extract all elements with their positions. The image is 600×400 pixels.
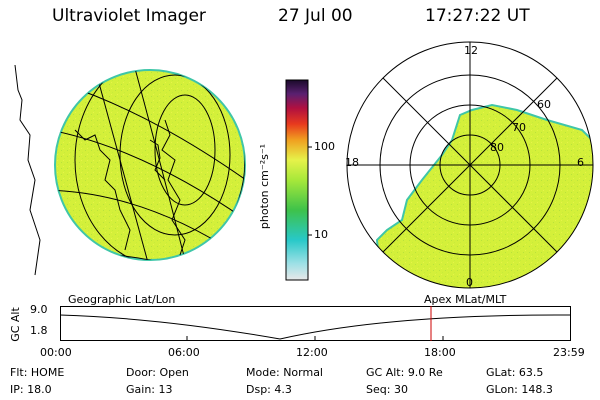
- intensity-colorbar: [285, 79, 312, 281]
- status-door: Door: Open: [126, 366, 189, 379]
- status-gain: Gain: 13: [126, 383, 173, 396]
- mlt-label-12: 12: [464, 44, 478, 57]
- status-glon-value: 148.3: [521, 383, 553, 396]
- colorbar-unit-label: photon cm⁻²s⁻¹: [258, 143, 272, 230]
- status-door-value: Open: [159, 366, 189, 379]
- timeline-ylabel: GC Alt: [8, 307, 22, 342]
- timeline-xtick-3: 18:00: [424, 346, 456, 359]
- observation-time: 17:27:22 UT: [425, 6, 530, 26]
- status-mode: Mode: Normal: [246, 366, 323, 379]
- status-dsp-label: Dsp:: [246, 383, 271, 396]
- status-seq: Seq: 30: [366, 383, 408, 396]
- mlt-label-6: 6: [577, 156, 584, 169]
- mlt-label-0: 0: [466, 276, 473, 289]
- status-flt-label: Flt:: [10, 366, 28, 379]
- timeline-xtick-4: 23:59: [553, 346, 585, 359]
- status-seq-label: Seq:: [366, 383, 391, 396]
- status-glat-label: GLat:: [486, 366, 516, 379]
- geographic-map-image: [14, 64, 246, 276]
- timeline-ytick-min: 1.8: [30, 324, 48, 337]
- status-mode-label: Mode:: [246, 366, 280, 379]
- right-projection-label: Apex MLat/MLT: [424, 293, 507, 306]
- observation-date: 27 Jul 00: [278, 6, 353, 26]
- instrument-title: Ultraviolet Imager: [52, 6, 206, 26]
- status-glat-value: 63.5: [518, 366, 544, 379]
- status-glon-label: GLon:: [486, 383, 518, 396]
- status-ip-label: IP:: [10, 383, 24, 396]
- status-door-label: Door:: [126, 366, 156, 379]
- colorbar-tick-100: 100: [314, 140, 335, 153]
- timeline-xtick-1: 06:00: [168, 346, 200, 359]
- status-gc-alt-label: GC Alt:: [366, 366, 405, 379]
- status-flt: Flt: HOME: [10, 366, 64, 379]
- status-gc-alt: GC Alt: 9.0 Re: [366, 366, 443, 379]
- timeline-xtick-0: 00:00: [40, 346, 72, 359]
- colorbar-tick-10: 10: [314, 228, 328, 241]
- lat-label-60: 60: [537, 98, 551, 111]
- polar-mlat-mlt-plot: [346, 41, 594, 289]
- status-gain-value: 13: [158, 383, 173, 396]
- timeline-ytick-max: 9.0: [30, 303, 48, 316]
- status-ip-value: 18.0: [27, 383, 52, 396]
- status-flt-value: HOME: [30, 366, 65, 379]
- lat-label-80: 80: [490, 141, 504, 154]
- earth-disk: [54, 69, 246, 261]
- mlt-label-18: 18: [345, 156, 359, 169]
- timeline-xtick-2: 12:00: [296, 346, 328, 359]
- status-glon: GLon: 148.3: [486, 383, 553, 396]
- status-dsp: Dsp: 4.3: [246, 383, 292, 396]
- status-mode-value: Normal: [283, 366, 323, 379]
- altitude-timeline: [60, 306, 571, 341]
- polar-image-region: [375, 103, 593, 288]
- status-dsp-value: 4.3: [274, 383, 292, 396]
- left-projection-label: Geographic Lat/Lon: [68, 293, 176, 306]
- status-glat: GLat: 63.5: [486, 366, 543, 379]
- status-seq-value: 30: [393, 383, 408, 396]
- status-ip: IP: 18.0: [10, 383, 52, 396]
- status-gain-label: Gain:: [126, 383, 155, 396]
- status-gc-alt-value: 9.0 Re: [407, 366, 443, 379]
- lat-label-70: 70: [512, 121, 526, 134]
